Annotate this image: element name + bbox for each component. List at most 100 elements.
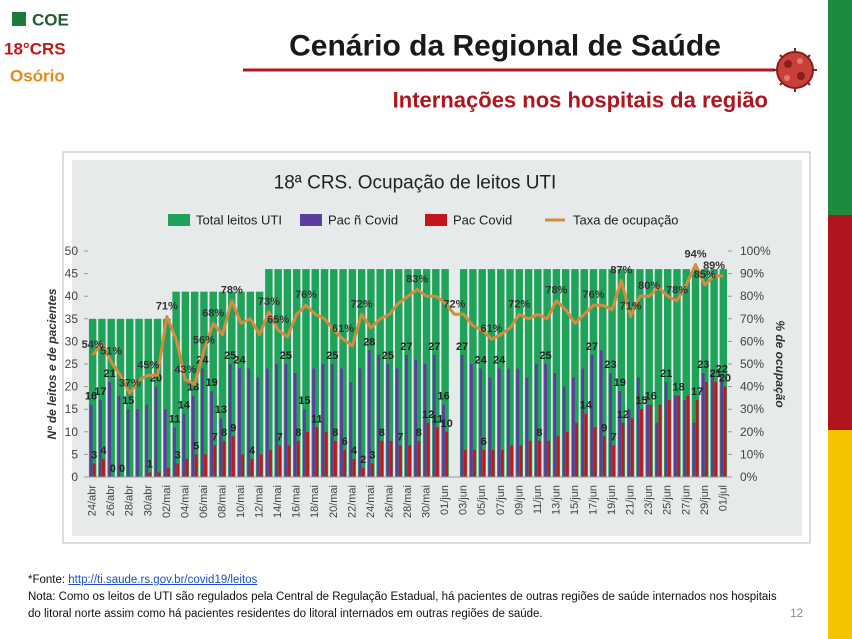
y-tick-label: 45 [65, 267, 79, 281]
data-label: 11 [432, 413, 444, 425]
bar [209, 291, 217, 477]
bar [89, 404, 93, 477]
y-tick-label: 40 [65, 289, 79, 303]
bar [176, 463, 180, 477]
y2-tick-label: 50% [740, 357, 764, 371]
bar [265, 269, 273, 477]
bar [704, 382, 708, 477]
y2-tick-label: 70% [740, 312, 764, 326]
bar [213, 445, 217, 477]
x-tick-label: 15/jun [569, 485, 581, 515]
data-label: 83% [406, 273, 428, 285]
data-label: 3 [91, 449, 97, 461]
bar [367, 269, 375, 477]
data-label: 3 [175, 449, 181, 461]
x-tick-label: 30/mai [421, 485, 433, 518]
bar [673, 269, 681, 477]
bar [627, 409, 631, 477]
y2-tick-label: 40% [740, 380, 764, 394]
bar [228, 291, 236, 477]
bar [126, 409, 130, 477]
data-label: 51% [100, 346, 122, 358]
data-label: 17 [94, 386, 106, 398]
bar [478, 269, 486, 477]
bar [292, 269, 301, 477]
bar [584, 413, 588, 477]
note: Nota: Como os leitos de UTI são regulado… [28, 591, 777, 620]
data-label: 68% [202, 307, 224, 319]
data-label: 0 [110, 463, 116, 475]
bar [482, 449, 486, 477]
bar [701, 373, 705, 477]
data-label: 61% [332, 323, 354, 335]
bar [330, 269, 338, 477]
legend-label: Total leitos UTI [196, 213, 282, 228]
x-tick-label: 01/jun [439, 485, 451, 515]
bar [377, 354, 380, 477]
bar [194, 454, 198, 477]
data-label: 18 [187, 382, 199, 394]
y-tick-label: 30 [65, 334, 79, 348]
data-label: 16 [645, 391, 657, 403]
bar [380, 440, 384, 477]
x-tick-label: 21/jun [625, 485, 637, 515]
x-tick-label: 22/mai [346, 485, 358, 518]
bar [562, 386, 566, 477]
bar [237, 291, 245, 477]
bar [510, 445, 513, 477]
x-tick-label: 18/mai [309, 485, 321, 518]
bar [247, 368, 251, 477]
bar [293, 373, 297, 477]
data-label: 0 [119, 463, 125, 475]
bar [185, 458, 189, 477]
data-label: 15 [635, 395, 647, 407]
y-tick-label: 15 [65, 402, 79, 416]
source-link[interactable]: http://ti.saude.rs.gov.br/covid19/leitos [68, 574, 258, 586]
data-label: 89% [703, 260, 725, 272]
bar [98, 400, 102, 477]
y2-tick-label: 90% [740, 267, 764, 281]
bar [324, 431, 328, 477]
bar [157, 472, 161, 477]
bar [553, 373, 557, 477]
data-label: 10 [441, 418, 453, 430]
bar [442, 404, 445, 477]
data-label: 4 [351, 445, 358, 457]
y-tick-label: 50 [65, 244, 79, 258]
data-label: 25 [539, 350, 551, 362]
y-tick-label: 25 [65, 357, 79, 371]
bar [608, 269, 616, 477]
bar [385, 269, 394, 477]
bar [649, 404, 653, 477]
y-tick-label: 35 [65, 312, 79, 326]
bar [389, 440, 393, 477]
bar [636, 377, 640, 477]
logo-crs: 18°CRS [4, 40, 66, 59]
data-label: 27 [428, 341, 440, 353]
x-tick-label: 26/mai [383, 485, 395, 518]
x-tick-label: 25/jun [662, 485, 674, 515]
flag-red [828, 215, 852, 430]
bar [544, 364, 547, 477]
bar [626, 269, 635, 477]
bar [200, 368, 204, 477]
bar [312, 368, 316, 477]
bar [219, 418, 223, 477]
data-label: 8 [332, 427, 338, 439]
bar [497, 368, 501, 477]
data-label: 76% [582, 289, 604, 301]
data-label: 78% [545, 285, 567, 297]
data-label: 54% [82, 339, 104, 351]
bar [98, 318, 106, 477]
x-tick-label: 11/jun [532, 485, 544, 514]
data-label: 7 [277, 431, 283, 443]
data-label: 8 [379, 427, 385, 439]
bar [714, 382, 718, 477]
bar [519, 445, 523, 477]
bar [723, 386, 727, 477]
data-label: 8 [295, 427, 301, 439]
data-label: 5 [193, 440, 199, 452]
data-label: 12 [422, 409, 434, 421]
legend-swatch [168, 214, 190, 226]
x-tick-label: 28/abr [124, 485, 136, 517]
